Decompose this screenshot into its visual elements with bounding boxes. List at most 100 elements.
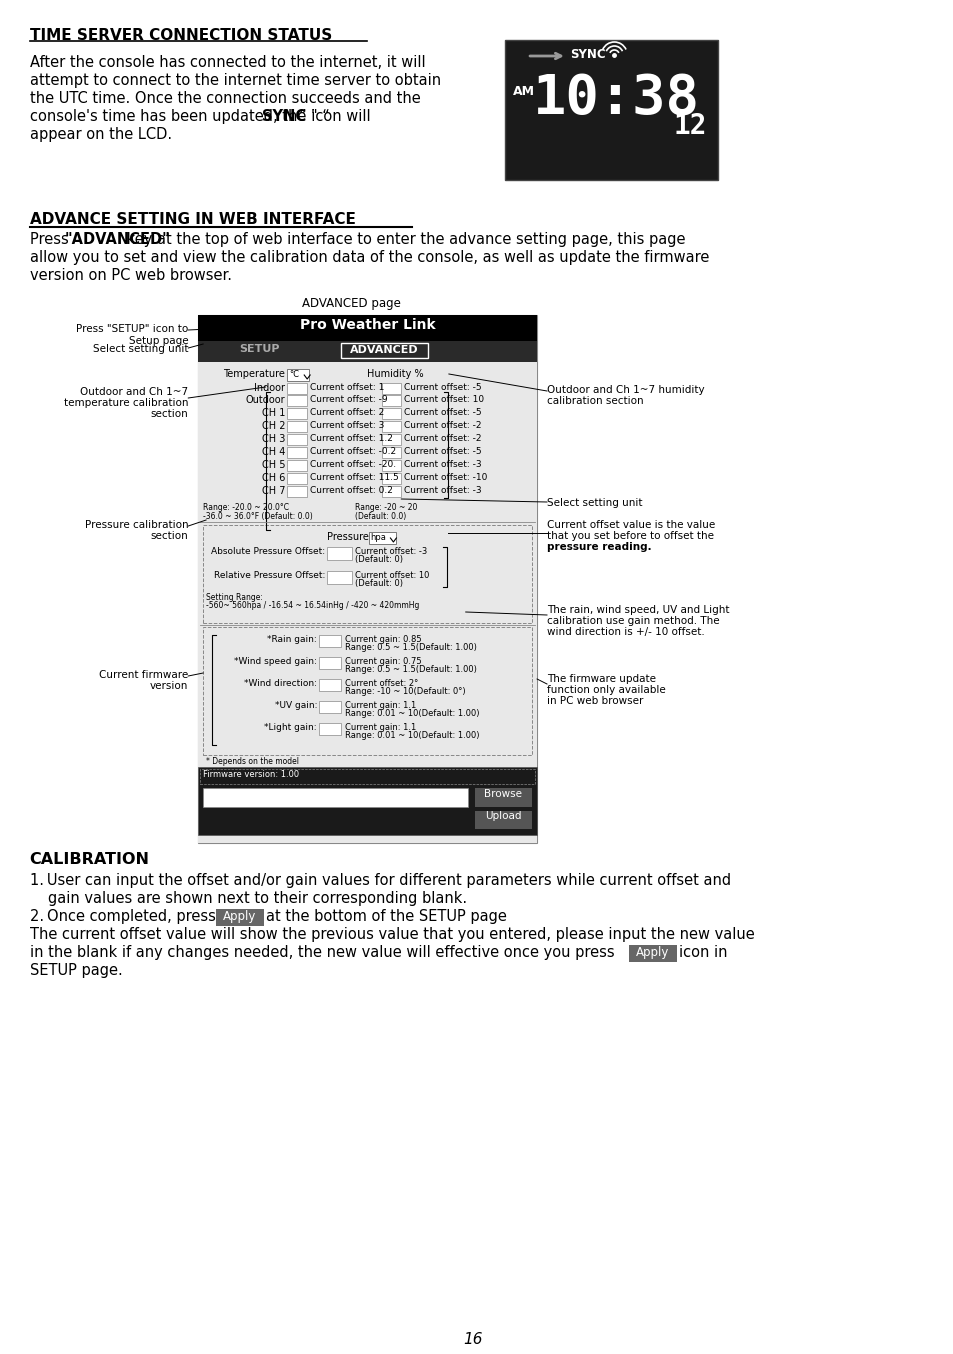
Text: 1. User can input the offset and/or gain values for different parameters while c: 1. User can input the offset and/or gain… [30,873,730,888]
Bar [381,435,401,445]
Text: appear on the LCD.: appear on the LCD. [30,127,172,142]
Text: Current gain: 1.1: Current gain: 1.1 [344,701,416,709]
Text: temperature calibration: temperature calibration [64,398,188,408]
Text: Current offset: -10: Current offset: -10 [404,473,487,482]
Text: *Light gain:: *Light gain: [264,723,316,733]
Bar [381,473,401,483]
Bar [198,766,537,835]
Text: CH 5: CH 5 [262,460,285,470]
Text: calibration use gain method. The: calibration use gain method. The [546,616,719,626]
Text: at the bottom of the SETUP page: at the bottom of the SETUP page [265,909,506,923]
Text: Current offset: -3: Current offset: -3 [355,547,427,556]
Text: Apply: Apply [223,910,256,923]
Text: Current offset: -2: Current offset: -2 [404,421,481,431]
Text: icon in: icon in [679,945,726,960]
Text: CH 6: CH 6 [262,473,285,483]
Bar [381,383,401,394]
Text: Current gain: 1.1: Current gain: 1.1 [344,723,416,733]
Text: gain values are shown next to their corresponding blank.: gain values are shown next to their corr… [48,891,466,906]
Text: Outdoor: Outdoor [246,395,285,405]
Text: pressure reading.: pressure reading. [546,542,651,552]
Text: AM: AM [513,85,535,97]
Bar [381,460,401,471]
Text: -36.0 ~ 36.0°F (Default: 0.0): -36.0 ~ 36.0°F (Default: 0.0) [203,512,313,521]
Text: Current offset: 11.5: Current offset: 11.5 [310,473,398,482]
Text: function only available: function only available [546,685,665,695]
Text: Humidity %: Humidity % [366,370,423,379]
Text: SETUP: SETUP [239,344,279,353]
Bar [318,657,340,669]
Text: ADVANCE SETTING IN WEB INTERFACE: ADVANCE SETTING IN WEB INTERFACE [30,213,355,227]
Bar [200,769,535,784]
Text: version: version [150,681,188,691]
Bar [505,41,718,180]
Text: the UTC time. Once the connection succeeds and the: the UTC time. Once the connection succee… [30,91,420,106]
Bar [475,811,532,829]
Text: *UV gain:: *UV gain: [274,701,316,709]
Text: key at the top of web interface to enter the advance setting page, this page: key at the top of web interface to enter… [122,232,685,246]
Text: (Default: 0.0): (Default: 0.0) [355,512,406,521]
Text: in PC web browser: in PC web browser [546,696,642,705]
Text: Select setting unit: Select setting unit [546,498,641,508]
Text: CH 4: CH 4 [262,447,285,458]
Bar [203,525,532,623]
Text: Range: 0.01 ~ 10(Default: 1.00): Range: 0.01 ~ 10(Default: 1.00) [344,709,478,718]
Text: Current offset: 1: Current offset: 1 [310,383,384,393]
Text: Outdoor and Ch 1~7 humidity: Outdoor and Ch 1~7 humidity [546,385,704,395]
Text: Indoor: Indoor [254,383,285,393]
Text: Range: 0.01 ~ 10(Default: 1.00): Range: 0.01 ~ 10(Default: 1.00) [344,731,478,741]
Text: Current offset: -5: Current offset: -5 [404,383,481,393]
Bar [381,486,401,497]
Text: Press "SETUP" icon to: Press "SETUP" icon to [76,324,188,334]
Text: Current gain: 0.75: Current gain: 0.75 [344,657,421,666]
Text: Range: 0.5 ~ 1.5(Default: 1.00): Range: 0.5 ~ 1.5(Default: 1.00) [344,665,476,674]
Text: Current offset: -5: Current offset: -5 [404,408,481,417]
Bar [198,341,537,362]
Bar [318,701,340,714]
Text: Setup page: Setup page [129,336,188,347]
Bar [368,532,395,544]
Text: Pro Weather Link: Pro Weather Link [299,318,435,332]
Text: attempt to connect to the internet time server to obtain: attempt to connect to the internet time … [30,73,440,88]
Text: allow you to set and view the calibration data of the console, as well as update: allow you to set and view the calibratio… [30,250,708,265]
Bar [287,383,307,394]
Text: Current offset value is the value: Current offset value is the value [546,520,715,529]
Bar [287,435,307,445]
Text: wind direction is +/- 10 offset.: wind direction is +/- 10 offset. [546,627,704,636]
Text: Current gain: 0.85: Current gain: 0.85 [344,635,421,645]
Text: Browse: Browse [484,789,522,799]
Bar [198,315,537,341]
Text: (Default: 0): (Default: 0) [355,555,402,565]
Text: that you set before to offset the: that you set before to offset the [546,531,713,542]
Text: 16: 16 [462,1332,482,1347]
Text: -560~ 560hpa / -16.54 ~ 16.54inHg / -420 ~ 420mmHg: -560~ 560hpa / -16.54 ~ 16.54inHg / -420… [206,601,419,611]
Text: CALIBRATION: CALIBRATION [30,852,150,867]
Text: The rain, wind speed, UV and Light: The rain, wind speed, UV and Light [546,605,729,615]
Bar [203,788,467,807]
Text: in the blank if any changes needed, the new value will effective once you press: in the blank if any changes needed, the … [30,945,614,960]
Bar [215,909,263,926]
Text: Relative Pressure Offset:: Relative Pressure Offset: [213,571,325,580]
Text: Current offset: -3: Current offset: -3 [404,486,481,496]
Text: version on PC web browser.: version on PC web browser. [30,268,232,283]
Bar [287,460,307,471]
Bar [327,547,352,561]
Text: Range: -20.0 ~ 20.0°C: Range: -20.0 ~ 20.0°C [203,502,289,512]
Bar [287,370,309,380]
Text: Current offset: 2: Current offset: 2 [310,408,384,417]
Text: Press: Press [30,232,73,246]
Text: Current offset: -2: Current offset: -2 [404,435,481,443]
Text: Current offset: 3: Current offset: 3 [310,421,384,431]
Text: ” icon will: ” icon will [299,110,371,125]
Bar [287,421,307,432]
Bar [287,447,307,458]
Text: SETUP page.: SETUP page. [30,963,122,978]
Text: Current firmware: Current firmware [99,670,188,680]
Bar [475,788,532,807]
Text: The firmware update: The firmware update [546,674,656,684]
Text: Apply: Apply [636,946,669,959]
Bar [381,408,401,418]
Text: TIME SERVER CONNECTION STATUS: TIME SERVER CONNECTION STATUS [30,28,332,43]
Text: The current offset value will show the previous value that you entered, please i: The current offset value will show the p… [30,927,754,942]
Text: calibration section: calibration section [546,395,643,406]
